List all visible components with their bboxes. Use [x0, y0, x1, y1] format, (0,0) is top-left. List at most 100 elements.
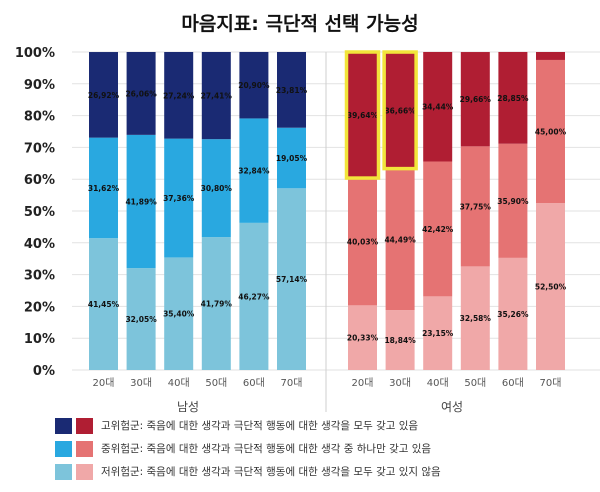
data-label: 35,90% — [497, 197, 529, 206]
x-tick-label: 50대 — [205, 377, 227, 389]
bar-segment — [164, 257, 194, 370]
y-tick-label: 90% — [24, 78, 55, 93]
data-label: 20,33% — [347, 334, 379, 343]
data-label: 35,40% — [163, 310, 195, 319]
data-label: 35,26% — [497, 310, 529, 319]
data-label: 26,92% — [88, 91, 120, 100]
legend: 고위험군: 죽음에 대한 생각과 극단적 행동에 대한 생각을 모두 갖고 있음… — [55, 418, 600, 487]
bar-segment — [164, 52, 194, 139]
bar-segment — [277, 52, 306, 128]
legend-swatch-male-low — [55, 464, 72, 480]
bar-segment — [239, 222, 269, 370]
x-tick-label: 30대 — [389, 377, 411, 389]
chart-title: 마음지표: 극단적 선택 가능성 — [181, 13, 418, 35]
bar-segment — [536, 203, 565, 370]
bar-segment — [423, 51, 453, 162]
data-label: 32,58% — [460, 314, 492, 323]
bar-segment — [536, 52, 565, 60]
data-label: 28,85% — [497, 94, 529, 103]
y-tick-label: 40% — [24, 237, 55, 252]
legend-item-low: 저위험군: 죽음에 대한 생각과 극단적 행동에 대한 생각을 모두 갖고 있지… — [55, 464, 600, 480]
data-label: 37,36% — [163, 194, 195, 203]
y-tick-label: 60% — [24, 173, 55, 188]
x-tick-label: 20대 — [352, 377, 374, 389]
bar-segment — [498, 51, 528, 144]
bar-segment — [385, 310, 415, 370]
bar-segment — [460, 52, 490, 147]
bar-segment — [385, 52, 415, 169]
legend-label-mid: 중위험군: 죽음에 대한 생각과 극단적 행동에 대한 생각 중 하나만 갖고 … — [101, 443, 432, 455]
bar-segment — [348, 52, 377, 179]
data-label: 45,00% — [535, 128, 567, 137]
data-label: 31,62% — [88, 184, 120, 193]
data-label: 39,64% — [347, 111, 379, 120]
x-tick-label: 60대 — [502, 377, 524, 389]
bar-segment — [498, 143, 528, 258]
data-label: 40,03% — [347, 238, 379, 247]
data-label: 42,42% — [422, 225, 454, 234]
bar-segment — [498, 257, 528, 370]
bar-segment — [385, 168, 415, 311]
bar-segment — [201, 139, 231, 238]
bar-segment — [348, 305, 377, 370]
group-label: 여성 — [441, 400, 463, 414]
bar-segment — [126, 268, 156, 370]
legend-item-mid: 중위험군: 죽음에 대한 생각과 극단적 행동에 대한 생각 중 하나만 갖고 … — [55, 441, 600, 457]
legend-swatch-male-mid — [55, 441, 72, 457]
y-tick-label: 80% — [24, 110, 55, 125]
data-label: 32,84% — [238, 167, 270, 176]
data-label: 32,05% — [125, 315, 157, 324]
bar-segment — [89, 137, 118, 239]
x-tick-label: 20대 — [93, 377, 115, 389]
data-label: 36,66% — [384, 106, 416, 115]
bar-segment — [348, 178, 377, 306]
bar-segment — [460, 266, 490, 370]
legend-swatch-female-mid — [76, 441, 93, 457]
data-label: 18,84% — [384, 336, 416, 345]
legend-label-high: 고위험군: 죽음에 대한 생각과 극단적 행동에 대한 생각을 모두 갖고 있음 — [101, 420, 419, 432]
data-label: 26,06% — [125, 89, 157, 98]
y-tick-label: 30% — [24, 269, 55, 284]
legend-swatch-male-high — [55, 418, 72, 434]
data-label: 57,14% — [276, 275, 308, 284]
bar-segment — [423, 296, 453, 370]
data-label: 41,79% — [201, 300, 233, 309]
data-label: 19,05% — [276, 154, 308, 163]
highlight-box — [344, 50, 381, 180]
data-label: 41,89% — [125, 197, 157, 206]
bar-segment — [536, 59, 565, 204]
data-label: 20,90% — [238, 81, 270, 90]
bar-segment — [239, 118, 269, 223]
data-label: 46,27% — [238, 292, 270, 301]
bar-segment — [423, 161, 453, 297]
group-label: 남성 — [177, 400, 199, 414]
legend-label-low: 저위험군: 죽음에 대한 생각과 극단적 행동에 대한 생각을 모두 갖고 있지… — [101, 466, 441, 478]
x-tick-label: 30대 — [130, 377, 152, 389]
y-tick-label: 10% — [24, 332, 55, 347]
bar-segment — [89, 52, 118, 138]
data-label: 30,80% — [201, 184, 233, 193]
data-label: 52,50% — [535, 283, 567, 292]
x-tick-label: 60대 — [243, 377, 265, 389]
data-label: 27,41% — [201, 92, 233, 101]
bar-segment — [164, 138, 194, 258]
legend-swatch-female-high — [76, 418, 93, 434]
legend-item-high: 고위험군: 죽음에 대한 생각과 극단적 행동에 대한 생각을 모두 갖고 있음 — [55, 418, 600, 434]
bar-segment — [126, 134, 156, 269]
y-tick-label: 20% — [24, 300, 55, 315]
stacked-bar-chart: 마음지표: 극단적 선택 가능성 0% 10% 20% 30% 40% 50% 60% 70%… — [15, 13, 600, 414]
y-tick-label: 0% — [33, 364, 55, 379]
bar-segment — [277, 127, 306, 189]
y-tick-label: 100% — [15, 46, 55, 61]
data-label: 23,15% — [422, 329, 454, 338]
bar-segment — [201, 237, 231, 370]
bar-segment — [126, 52, 156, 135]
data-label: 27,24% — [163, 91, 195, 100]
data-label: 37,75% — [460, 202, 492, 211]
x-tick-label: 40대 — [168, 377, 190, 389]
y-tick-label: 50% — [24, 205, 55, 220]
highlight-box — [382, 50, 418, 171]
x-tick-label: 40대 — [427, 377, 449, 389]
x-tick-label: 70대 — [540, 377, 562, 389]
y-tick-label: 70% — [24, 141, 55, 156]
